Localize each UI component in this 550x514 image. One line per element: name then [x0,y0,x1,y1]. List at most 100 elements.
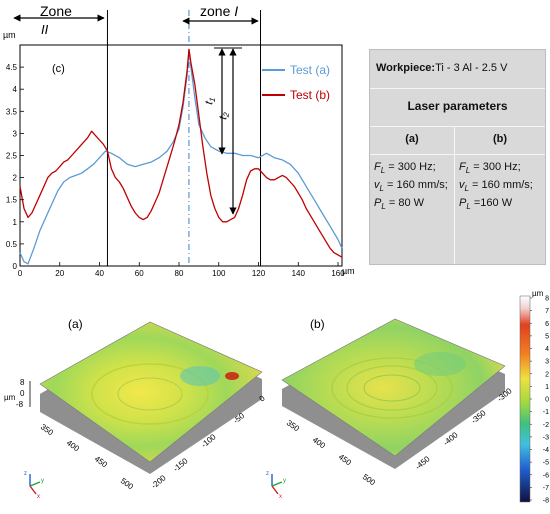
colorbar-tick-label: -4 [543,447,549,454]
surface-a-z-unit: µm [4,393,16,402]
surface-b-label: (b) [310,317,325,331]
col-a-header: (a) [405,133,419,145]
params-a: FL = 300 Hz; vL = 160 mm/s; PL = 80 W [374,160,448,215]
x-tick-label: 140 [292,269,306,278]
triad-b-z: z [266,471,269,477]
surface-b-ring-2 [346,365,438,411]
colorbar-tick-label: -7 [543,485,549,492]
colorbar-tick-label: 6 [545,321,549,328]
colorbar-tick-label: 2 [545,371,549,378]
triad-b-y: y [283,478,286,484]
surface-a-z-mid: 0 [20,389,25,398]
y-tick-label: 1.5 [6,196,18,205]
zone-i-word: zone I [200,3,238,19]
profile-chart: 0 0.5 1 1.5 2 2.5 3 3.5 4 4.5 0 20 40 60 80 100 120 140 16… [3,3,355,278]
surface-a-crater [91,363,209,425]
series-line-test-a [19,48,343,265]
surface-b-xtick-0: 350 [285,418,302,433]
x-tick-label: 0 [18,269,23,278]
t2-label: t2 [217,110,231,120]
zone-ii-word: Zone [40,3,72,19]
y-tick-label: 2 [13,174,18,183]
param-a-freq: FL = 300 Hz; [374,161,436,176]
param-b-freq: FL = 300 Hz; [459,161,521,176]
x-tick-label: 160 [331,269,345,278]
surface-a-label: (a) [68,317,83,331]
laser-parameter-table: Workpiece:Ti - 3 Al - 2.5 V Laser parame… [369,49,546,265]
legend-label-a: Test (a) [290,63,330,77]
surface-a-xtick-2: 450 [93,454,110,469]
surface-b-ring-3 [363,374,421,402]
triad-a-z: z [24,471,27,477]
y-tick-label: 0 [13,262,18,271]
colorbar-tick-label: 0 [545,397,549,404]
column-divider [454,126,455,264]
workpiece-row: Workpiece:Ti - 3 Al - 2.5 V [370,50,545,89]
zone-ii-numeral: II [41,22,49,37]
colorbar-tick-label: 5 [545,333,549,340]
legend-label-b: Test (b) [290,88,330,102]
colorbar-gradient [519,295,531,503]
axis-triad-a: z y x [24,471,44,500]
workpiece-value: Ti - 3 Al - 2.5 V [435,62,508,74]
colorbar-tick-label: -3 [543,434,549,441]
colorbar-tick-label: 4 [545,346,549,353]
surface-b-green-patch [414,352,466,376]
y-tick-label: 0.5 [6,240,18,249]
surface-a-blue-patch [180,366,220,386]
surface-a-ytick-0: 0 [258,393,268,403]
column-header-row: (a) (b) [370,126,545,155]
surface-a-top [39,321,263,463]
laser-header: Laser parameters [407,99,508,113]
surface-a-crater-inner [117,377,183,411]
plot-frame [19,44,343,267]
surface-b-xtick-3: 500 [361,472,378,487]
surface-a-xtick-0: 350 [39,422,56,437]
triad-b-x: x [279,494,282,500]
surface-b-xtick-1: 400 [311,435,328,450]
y-unit-label: µm [3,30,16,40]
y-tick-label: 2.5 [6,152,18,161]
surface-a-ytick-4: -200 [150,473,168,491]
colorbar-tick-label: -5 [543,460,549,467]
y-tick-label: 3 [13,129,18,138]
triad-a-x: x [37,494,40,500]
surface-b-ytick-3: -450 [414,454,432,472]
param-b-speed: vL = 160 mm/s; [459,179,533,194]
x-tick-label: 20 [55,269,64,278]
panel-label-c: (c) [52,63,65,75]
param-a-speed: vL = 160 mm/s; [374,179,448,194]
t1-label: t1 [203,96,217,106]
color-scale-bar: µm 8 7 6 5 4 3 2 1 0 -1 -2 -3 -4 -5 -6 -7 -8 [519,289,549,505]
colorbar-tick-label: 7 [545,308,549,315]
x-tick-label: 60 [135,269,144,278]
legend: Test (a) Test (b) [262,63,330,102]
x-unit-label: µm [342,266,355,276]
surface-a-xtick-1: 400 [65,438,82,453]
colorbar-tick-label: -2 [543,422,549,429]
col-b-header: (b) [492,133,508,145]
surface-a-red-spot [225,372,239,380]
laser-header-row: Laser parameters [370,88,545,127]
axis-triad-b: z y x [266,471,286,500]
colorbar-tick-label: -8 [543,498,549,505]
series-line-test-b [19,48,343,258]
colorbar-tick-label: -1 [543,409,549,416]
triad-a-y: y [41,478,44,484]
y-tick-label: 1 [13,218,18,227]
x-tick-label: 100 [212,269,226,278]
surface-a-ytick-3: -150 [172,456,190,474]
x-tick-label: 80 [175,269,184,278]
surface-maps: (a) 8 0 -8 µm 350 400 450 500 0 -50 -100… [4,317,514,500]
params-b: FL = 300 Hz; vL = 160 mm/s; PL =160 W [459,160,533,215]
workpiece-label: Workpiece: [376,62,436,74]
x-tick-label: 40 [95,269,104,278]
colorbar-tick-label: 1 [545,384,549,391]
colorbar-unit: µm [532,289,544,298]
y-tick-label: 4 [13,85,18,94]
surface-b-xtick-2: 450 [337,452,354,467]
surface-a-z-bot: -8 [16,400,24,409]
colorbar-tick-label: 8 [545,296,549,303]
colorbar-tick-label: -6 [543,472,549,479]
surface-a-z-top: 8 [20,378,25,387]
